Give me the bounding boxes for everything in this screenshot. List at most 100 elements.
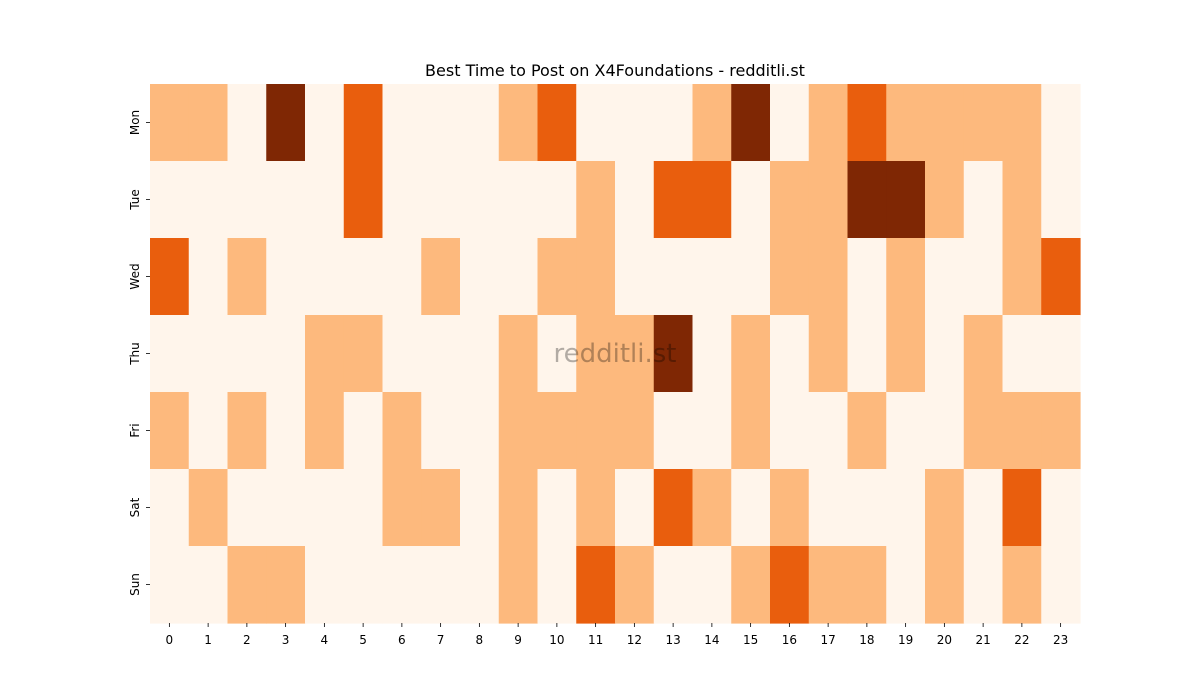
heatmap-cell-tue-13 xyxy=(653,161,694,239)
heatmap-cell-thu-20 xyxy=(925,315,965,393)
heatmap-cell-wed-18 xyxy=(847,238,887,316)
heatmap-cell-sun-14 xyxy=(692,546,732,624)
heatmap-cell-wed-17 xyxy=(808,238,849,316)
x-tick-label: 12 xyxy=(627,633,642,647)
heatmap-cell-wed-1 xyxy=(188,238,229,316)
heatmap-cell-fri-17 xyxy=(808,392,849,470)
heatmap-cell-sun-22 xyxy=(1002,546,1042,624)
heatmap-cell-wed-20 xyxy=(925,238,965,316)
heatmap-cell-mon-6 xyxy=(382,84,422,162)
heatmap-cell-wed-10 xyxy=(537,238,577,316)
heatmap-cell-fri-11 xyxy=(576,392,616,470)
heatmap-cell-mon-14 xyxy=(692,84,732,162)
heatmap-cell-tue-4 xyxy=(305,161,345,239)
y-tick-label: Fri xyxy=(128,423,142,437)
heatmap-cell-sun-11 xyxy=(576,546,616,624)
heatmap-cell-sun-10 xyxy=(537,546,577,624)
heatmap-cell-mon-23 xyxy=(1041,84,1081,162)
x-tick-label: 20 xyxy=(937,633,952,647)
heatmap-cell-wed-2 xyxy=(227,238,267,316)
heatmap-cell-wed-15 xyxy=(731,238,771,316)
heatmap-cell-thu-8 xyxy=(460,315,500,393)
heatmap-cell-wed-21 xyxy=(963,238,1004,316)
heatmap-cell-thu-4 xyxy=(305,315,345,393)
heatmap-cell-sun-9 xyxy=(498,546,539,624)
heatmap-cell-wed-6 xyxy=(382,238,422,316)
heatmap-cell-sun-7 xyxy=(421,546,461,624)
chart-title: Best Time to Post on X4Foundations - red… xyxy=(425,61,805,80)
heatmap-cell-sun-0 xyxy=(150,546,190,624)
x-tick-label: 16 xyxy=(782,633,797,647)
heatmap-cell-fri-21 xyxy=(963,392,1004,470)
heatmap-cell-wed-19 xyxy=(886,238,926,316)
heatmap-cell-sun-20 xyxy=(925,546,965,624)
heatmap-cell-fri-13 xyxy=(653,392,694,470)
heatmap-cell-sat-17 xyxy=(808,469,849,547)
heatmap-cell-fri-3 xyxy=(266,392,306,470)
heatmap-cell-tue-2 xyxy=(227,161,267,239)
heatmap-cell-thu-7 xyxy=(421,315,461,393)
heatmap-cell-fri-20 xyxy=(925,392,965,470)
heatmap-cell-thu-19 xyxy=(886,315,926,393)
heatmap-cell-sat-16 xyxy=(770,469,810,547)
heatmap-cell-tue-21 xyxy=(963,161,1004,239)
heatmap-cell-fri-22 xyxy=(1002,392,1042,470)
heatmap-cell-sat-13 xyxy=(653,469,694,547)
heatmap-cell-thu-21 xyxy=(963,315,1004,393)
heatmap-cell-tue-15 xyxy=(731,161,771,239)
x-tick-label: 17 xyxy=(820,633,835,647)
heatmap-cell-thu-2 xyxy=(227,315,267,393)
heatmap-cell-wed-22 xyxy=(1002,238,1042,316)
heatmap-cell-tue-20 xyxy=(925,161,965,239)
heatmap-cell-tue-7 xyxy=(421,161,461,239)
heatmap-cell-wed-16 xyxy=(770,238,810,316)
heatmap-cell-sat-15 xyxy=(731,469,771,547)
x-tick-label: 18 xyxy=(859,633,874,647)
heatmap-cell-wed-12 xyxy=(615,238,655,316)
heatmap-cell-mon-19 xyxy=(886,84,926,162)
heatmap-cell-mon-3 xyxy=(266,84,306,162)
heatmap-cell-thu-11 xyxy=(576,315,616,393)
heatmap-cell-sat-23 xyxy=(1041,469,1081,547)
heatmap-cell-mon-1 xyxy=(188,84,229,162)
heatmap-cell-fri-18 xyxy=(847,392,887,470)
heatmap-cell-tue-6 xyxy=(382,161,422,239)
heatmap-cell-sat-22 xyxy=(1002,469,1042,547)
y-tick-label: Sun xyxy=(128,573,142,596)
heatmap-cell-wed-5 xyxy=(343,238,384,316)
heatmap-cell-thu-1 xyxy=(188,315,229,393)
heatmap-cell-thu-0 xyxy=(150,315,190,393)
heatmap-cells xyxy=(150,84,1081,624)
heatmap-cell-fri-1 xyxy=(188,392,229,470)
heatmap-cell-fri-19 xyxy=(886,392,926,470)
y-tick-label: Sat xyxy=(128,497,142,517)
heatmap-cell-thu-17 xyxy=(808,315,849,393)
x-tick-label: 22 xyxy=(1014,633,1029,647)
x-tick-label: 14 xyxy=(704,633,719,647)
heatmap-cell-mon-11 xyxy=(576,84,616,162)
heatmap-cell-mon-16 xyxy=(770,84,810,162)
heatmap-cell-wed-9 xyxy=(498,238,539,316)
heatmap-cell-wed-7 xyxy=(421,238,461,316)
heatmap-cell-sun-15 xyxy=(731,546,771,624)
x-tick-label: 19 xyxy=(898,633,913,647)
heatmap-cell-thu-22 xyxy=(1002,315,1042,393)
heatmap-cell-wed-0 xyxy=(150,238,190,316)
heatmap-cell-fri-2 xyxy=(227,392,267,470)
heatmap-cell-sun-5 xyxy=(343,546,384,624)
heatmap-cell-wed-8 xyxy=(460,238,500,316)
heatmap-cell-sun-8 xyxy=(460,546,500,624)
heatmap-cell-sun-13 xyxy=(653,546,694,624)
heatmap-cell-sat-18 xyxy=(847,469,887,547)
x-tick-label: 13 xyxy=(665,633,680,647)
watermark: redditli.st xyxy=(554,339,677,369)
x-tick-label: 2 xyxy=(243,633,251,647)
x-tick-label: 3 xyxy=(282,633,290,647)
heatmap-cell-tue-10 xyxy=(537,161,577,239)
heatmap-cell-fri-23 xyxy=(1041,392,1081,470)
heatmap-cell-mon-12 xyxy=(615,84,655,162)
heatmap-cell-tue-0 xyxy=(150,161,190,239)
x-tick-label: 0 xyxy=(166,633,174,647)
heatmap-cell-fri-16 xyxy=(770,392,810,470)
